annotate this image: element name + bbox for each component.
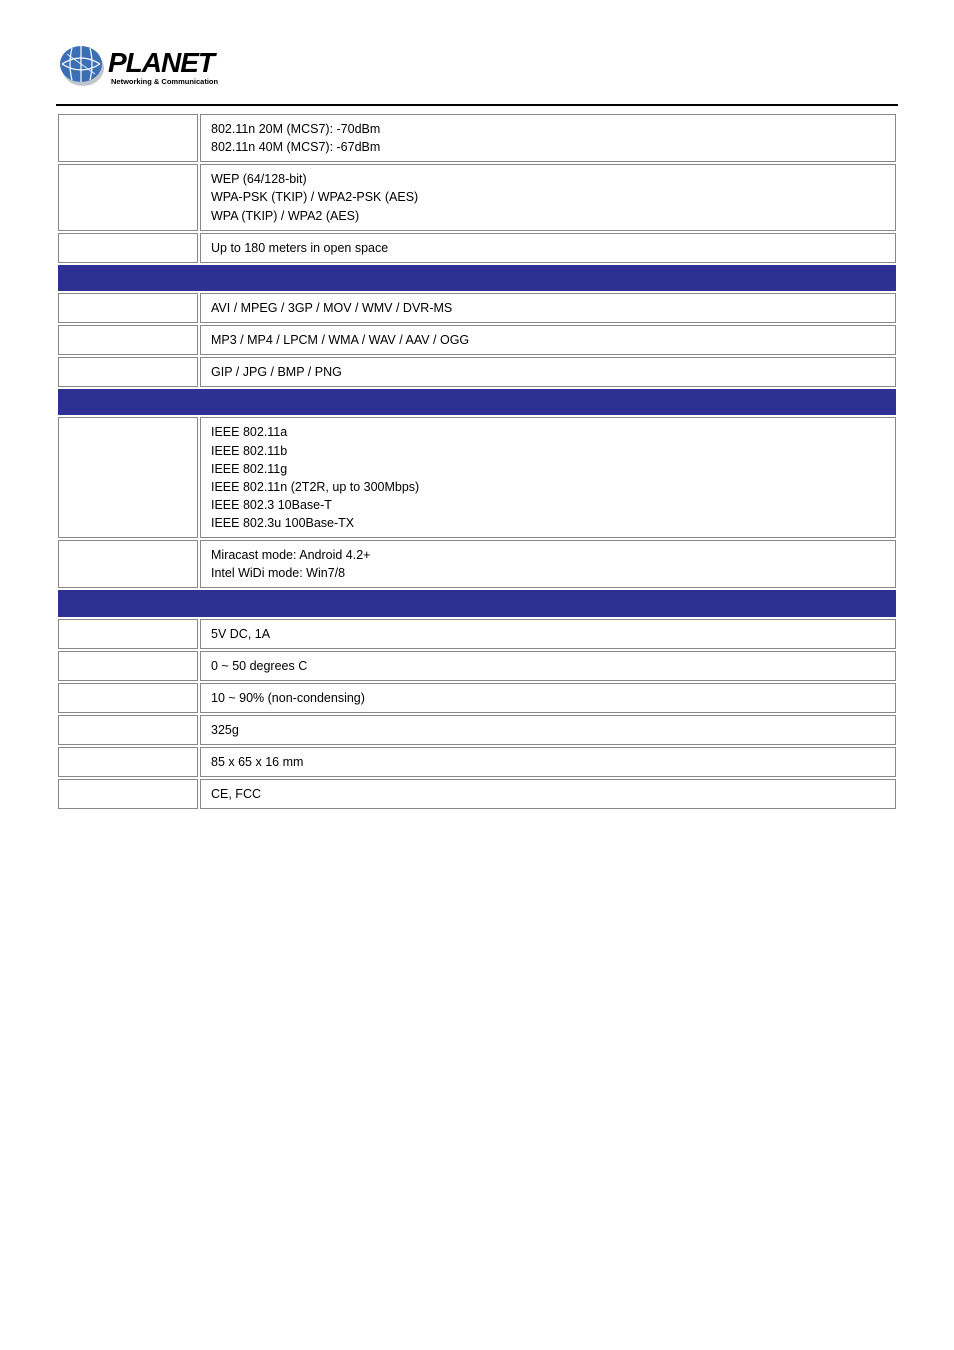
spec-row: Up to 180 meters in open space <box>58 233 896 263</box>
spec-label-cell <box>58 114 198 162</box>
spec-value-cell: Miracast mode: Android 4.2+Intel WiDi mo… <box>200 540 896 588</box>
spec-row: 85 x 65 x 16 mm <box>58 747 896 777</box>
logo-area: PLANET Networking & Communication <box>56 40 898 92</box>
spec-value-cell: 325g <box>200 715 896 745</box>
spec-value-cell: CE, FCC <box>200 779 896 809</box>
spec-value-cell: 0 ~ 50 degrees C <box>200 651 896 681</box>
spec-value-cell: IEEE 802.11aIEEE 802.11bIEEE 802.11gIEEE… <box>200 417 896 538</box>
spec-label-cell <box>58 747 198 777</box>
spec-value-cell: AVI / MPEG / 3GP / MOV / WMV / DVR-MS <box>200 293 896 323</box>
spec-row: 10 ~ 90% (non-condensing) <box>58 683 896 713</box>
spec-label-cell <box>58 293 198 323</box>
spec-label-cell <box>58 651 198 681</box>
spec-value-cell: 85 x 65 x 16 mm <box>200 747 896 777</box>
planet-logo: PLANET Networking & Communication <box>56 40 241 92</box>
spec-label-cell <box>58 619 198 649</box>
spec-row: IEEE 802.11aIEEE 802.11bIEEE 802.11gIEEE… <box>58 417 896 538</box>
spec-table: 802.11n 20M (MCS7): -70dBm802.11n 40M (M… <box>56 112 898 811</box>
svg-text:PLANET: PLANET <box>108 47 218 78</box>
section-header-row <box>58 590 896 616</box>
section-header-cell <box>58 265 896 291</box>
spec-value-cell: Up to 180 meters in open space <box>200 233 896 263</box>
spec-label-cell <box>58 540 198 588</box>
spec-row: 5V DC, 1A <box>58 619 896 649</box>
section-header-cell <box>58 590 896 616</box>
svg-text:Networking & Communication: Networking & Communication <box>111 77 219 86</box>
spec-value-cell: 5V DC, 1A <box>200 619 896 649</box>
spec-value-cell: 802.11n 20M (MCS7): -70dBm802.11n 40M (M… <box>200 114 896 162</box>
spec-row: 325g <box>58 715 896 745</box>
spec-row: 0 ~ 50 degrees C <box>58 651 896 681</box>
spec-row: AVI / MPEG / 3GP / MOV / WMV / DVR-MS <box>58 293 896 323</box>
section-header-row <box>58 265 896 291</box>
spec-value-cell: WEP (64/128-bit)WPA-PSK (TKIP) / WPA2-PS… <box>200 164 896 230</box>
section-header-row <box>58 389 896 415</box>
spec-label-cell <box>58 233 198 263</box>
header-divider <box>56 104 898 106</box>
spec-row: CE, FCC <box>58 779 896 809</box>
spec-label-cell <box>58 779 198 809</box>
page-container: PLANET Networking & Communication 802.11… <box>0 0 954 851</box>
spec-row: GIP / JPG / BMP / PNG <box>58 357 896 387</box>
spec-row: Miracast mode: Android 4.2+Intel WiDi mo… <box>58 540 896 588</box>
spec-value-cell: MP3 / MP4 / LPCM / WMA / WAV / AAV / OGG <box>200 325 896 355</box>
spec-label-cell <box>58 715 198 745</box>
spec-label-cell <box>58 683 198 713</box>
spec-row: MP3 / MP4 / LPCM / WMA / WAV / AAV / OGG <box>58 325 896 355</box>
section-header-cell <box>58 389 896 415</box>
spec-label-cell <box>58 417 198 538</box>
spec-value-cell: GIP / JPG / BMP / PNG <box>200 357 896 387</box>
spec-label-cell <box>58 325 198 355</box>
spec-row: 802.11n 20M (MCS7): -70dBm802.11n 40M (M… <box>58 114 896 162</box>
spec-label-cell <box>58 164 198 230</box>
spec-value-cell: 10 ~ 90% (non-condensing) <box>200 683 896 713</box>
spec-row: WEP (64/128-bit)WPA-PSK (TKIP) / WPA2-PS… <box>58 164 896 230</box>
spec-label-cell <box>58 357 198 387</box>
